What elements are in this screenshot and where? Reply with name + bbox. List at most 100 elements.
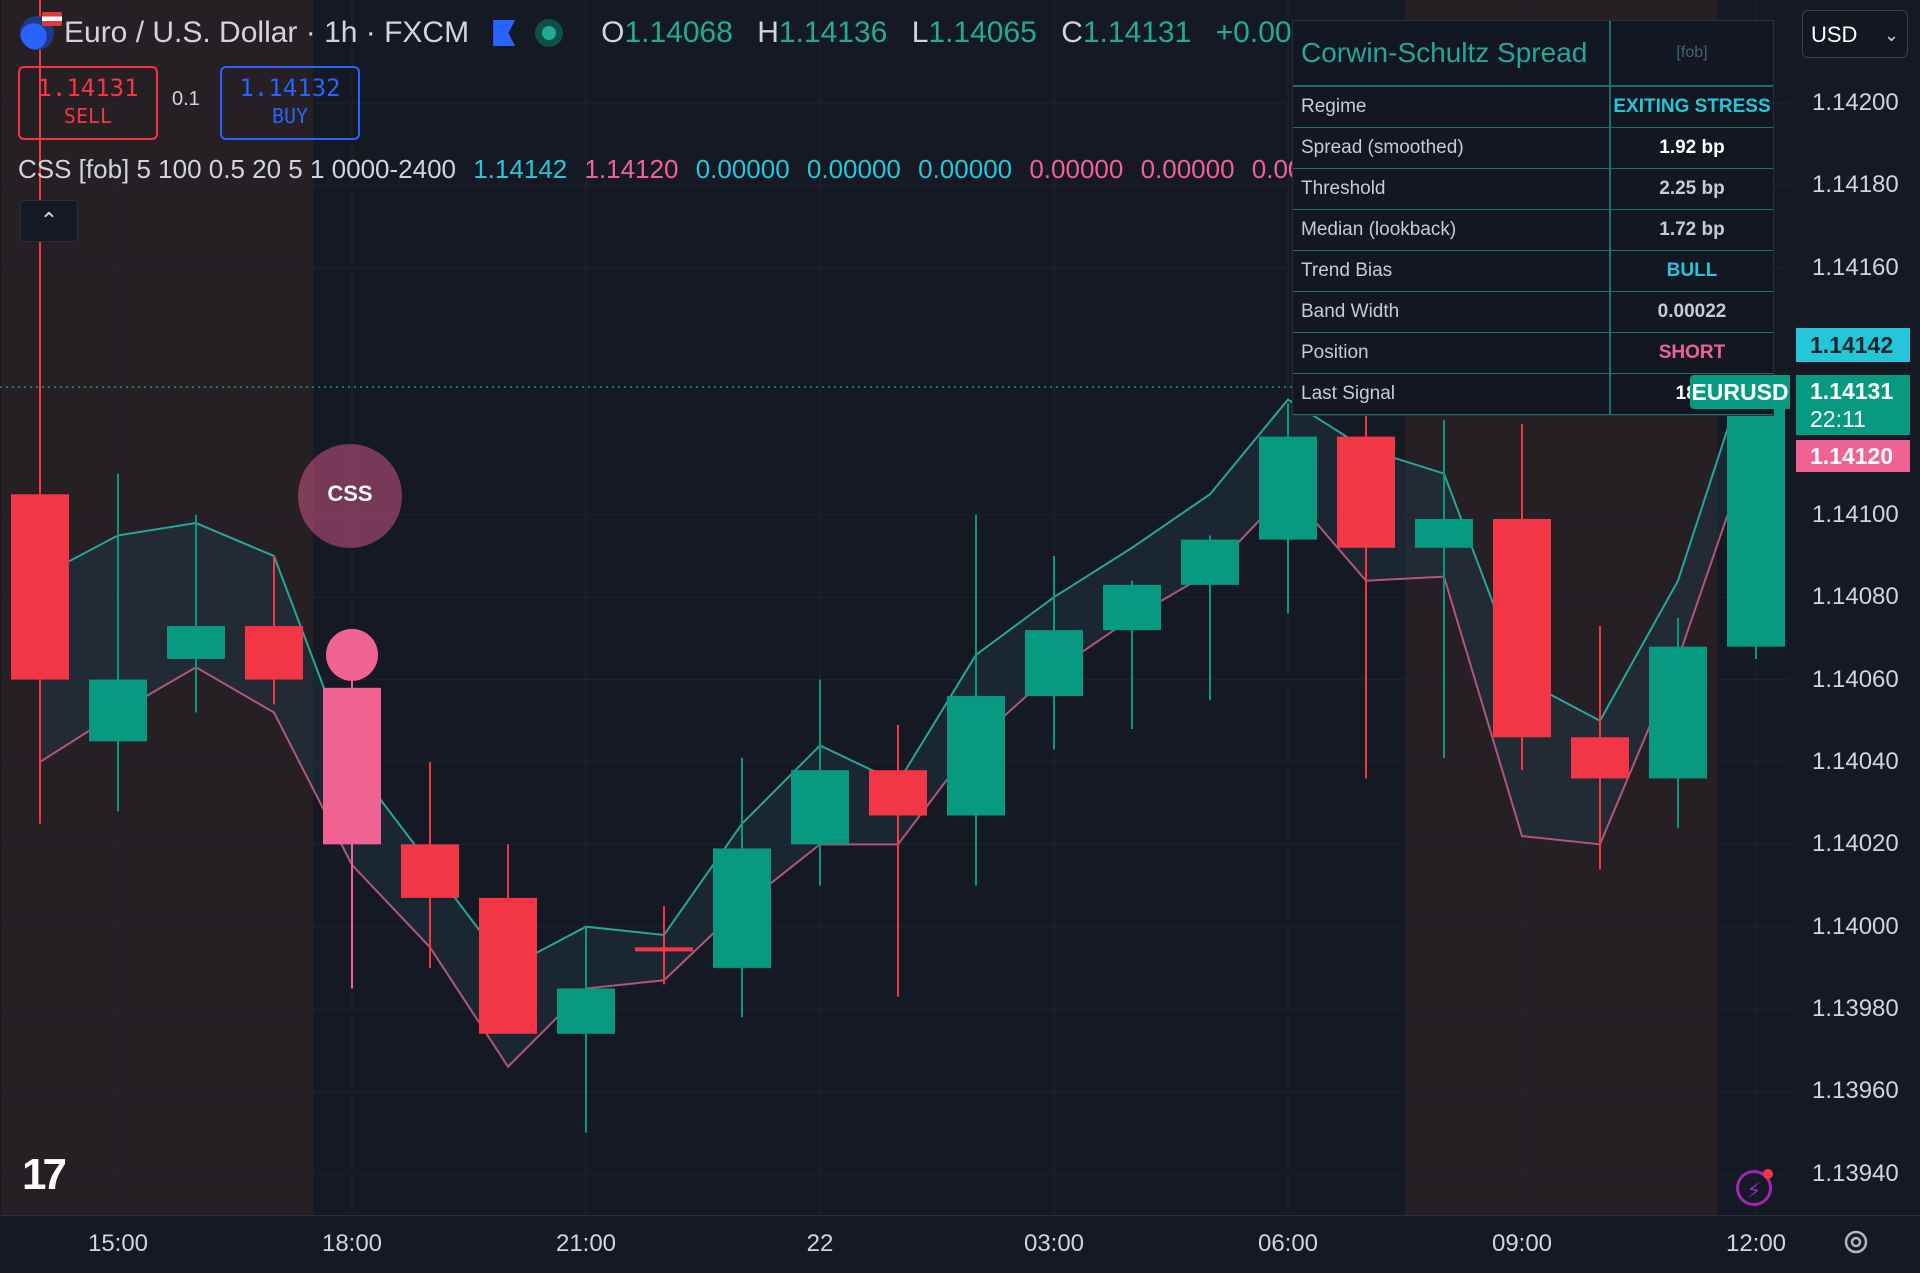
close-label: C xyxy=(1061,16,1083,49)
bookmark-flag-icon[interactable] xyxy=(493,20,516,46)
panel-row-label: Median (lookback) xyxy=(1293,210,1611,250)
currency-select[interactable]: USD ⌄ xyxy=(1802,10,1908,58)
currency-value: USD xyxy=(1811,22,1858,47)
time-axis-tick: 09:00 xyxy=(1491,1230,1553,1257)
tradingview-logo[interactable]: 17 xyxy=(22,1150,67,1199)
close-value: 1.14131 xyxy=(1082,16,1192,49)
time-axis-tick: 21:00 xyxy=(555,1230,617,1257)
lower-band-price-label: 1.14120 xyxy=(1796,440,1910,472)
panel-row: Threshold 2.25 bp xyxy=(1293,169,1773,210)
collapse-legend-button[interactable]: ⌃ xyxy=(20,200,78,242)
candle-body xyxy=(401,844,459,898)
panel-row: Trend Bias BULL xyxy=(1293,251,1773,292)
candle-body xyxy=(1025,630,1083,697)
open-value: 1.14068 xyxy=(624,16,733,49)
lightning-icon[interactable]: ⚡ xyxy=(1736,1169,1773,1206)
lot-size[interactable]: 0.1 xyxy=(172,88,200,110)
symbol-price-tag: EURUSD xyxy=(1690,375,1790,409)
price-axis-tick: 1.13940 xyxy=(1812,1159,1899,1187)
price-axis-tick: 1.14180 xyxy=(1812,171,1899,199)
candle-body xyxy=(1493,518,1551,738)
time-axis-tick: 15:00 xyxy=(87,1230,149,1257)
panel-row: Regime EXITING STRESS xyxy=(1293,87,1773,128)
price-axis-tick: 1.14060 xyxy=(1812,665,1899,693)
price-axis-tick: 1.13960 xyxy=(1812,1077,1899,1105)
price-axis-tick: 1.14200 xyxy=(1812,88,1899,116)
panel-tag: [fob] xyxy=(1676,44,1708,61)
panel-row-label: Trend Bias xyxy=(1293,251,1611,291)
indicator-legend[interactable]: CSS [fob] 5 100 0.5 20 5 1 0000-2400 1.1… xyxy=(18,154,1356,185)
panel-row: Position SHORT xyxy=(1293,333,1773,374)
sell-price: 1.14131 xyxy=(37,74,139,102)
symbol-header: Euro / U.S. Dollar · 1h · FXCM O1.14068 … xyxy=(0,0,1473,66)
time-axis[interactable]: 15:00 18:00 21:00 22 03:00 06:00 09:00 12:00 xyxy=(0,1215,1920,1273)
candle-body xyxy=(635,947,693,952)
candle-body xyxy=(947,696,1005,816)
buy-label: BUY xyxy=(271,104,309,128)
panel-row-value: 0.00022 xyxy=(1657,301,1727,322)
candle-body xyxy=(1649,646,1707,779)
indicator-value-3: 0.00000 xyxy=(695,154,790,184)
candle-body xyxy=(1259,436,1317,540)
band-fill xyxy=(40,341,1756,1067)
panel-header: Corwin-Schultz Spread [fob] xyxy=(1293,21,1773,87)
spread-info-panel: Corwin-Schultz Spread [fob] Regime EXITIN… xyxy=(1292,20,1774,416)
indicator-value-7: 0.00000 xyxy=(1140,154,1235,184)
candle-body xyxy=(1571,737,1629,779)
sell-button[interactable]: 1.14131 SELL xyxy=(18,66,158,140)
panel-row-value: 2.25 bp xyxy=(1659,178,1725,199)
signal-marker xyxy=(326,628,378,681)
panel-row-label: Threshold xyxy=(1293,169,1611,209)
candle-body xyxy=(245,626,303,680)
high-value: 1.14136 xyxy=(778,16,888,49)
candle-body xyxy=(1337,436,1395,548)
high-label: H xyxy=(757,16,779,49)
price-axis-tick: 1.14020 xyxy=(1812,830,1899,858)
candle-body xyxy=(1181,539,1239,585)
indicator-value-5: 0.00000 xyxy=(918,154,1013,184)
settings-gear-icon[interactable] xyxy=(1842,1228,1870,1256)
time-axis-tick: 12:00 xyxy=(1725,1230,1787,1257)
panel-title: Corwin-Schultz Spread xyxy=(1293,21,1611,85)
candle-body xyxy=(167,626,225,659)
panel-row: Median (lookback) 1.72 bp xyxy=(1293,210,1773,251)
price-axis[interactable]: 1.14200 1.14180 1.14160 1.14100 1.14080 1.140… xyxy=(1790,0,1920,1215)
indicator-name[interactable]: CSS [fob] 5 100 0.5 20 5 1 0000-2400 xyxy=(18,154,457,184)
open-label: O xyxy=(601,16,625,49)
price-axis-tick: 1.14160 xyxy=(1812,253,1899,281)
eurusd-flag-icon xyxy=(20,12,62,50)
candle-body xyxy=(713,848,771,968)
indicator-value-6: 0.00000 xyxy=(1029,154,1124,184)
price-axis-tick: 1.14080 xyxy=(1812,583,1899,611)
indicator-value-1: 1.14142 xyxy=(473,154,568,184)
candle-body xyxy=(11,494,69,680)
candle-body xyxy=(323,687,381,845)
last-price-label: 1.14131 22:11 xyxy=(1796,375,1910,435)
indicator-value-4: 0.00000 xyxy=(806,154,901,184)
buy-price: 1.14132 xyxy=(239,74,341,102)
bar-countdown: 22:11 xyxy=(1810,406,1866,432)
upper-band-price-label: 1.14142 xyxy=(1796,328,1910,362)
panel-row-label: Last Signal xyxy=(1293,374,1611,414)
last-price-value: 1.14131 xyxy=(1810,378,1894,404)
panel-row-value: EXITING STRESS xyxy=(1613,96,1771,117)
panel-row-value: 1.72 bp xyxy=(1659,219,1725,240)
price-axis-tick: 1.14040 xyxy=(1812,747,1899,775)
low-value: 1.14065 xyxy=(928,16,1037,49)
css-signal-bubble: CSS xyxy=(298,444,402,548)
panel-row-value: SHORT xyxy=(1658,342,1726,363)
panel-row-label: Position xyxy=(1293,333,1611,373)
candle-body xyxy=(1727,387,1785,647)
market-open-icon xyxy=(535,19,564,47)
time-axis-tick: 06:00 xyxy=(1257,1230,1319,1257)
chevron-down-icon: ⌄ xyxy=(1883,25,1899,45)
buy-button[interactable]: 1.14132 BUY xyxy=(220,66,360,140)
candle-body xyxy=(1103,584,1161,631)
candle-body xyxy=(557,988,615,1034)
panel-row-value: 1.92 bp xyxy=(1659,137,1725,158)
price-axis-tick: 1.14000 xyxy=(1812,912,1899,940)
low-label: L xyxy=(911,16,929,49)
symbol-title[interactable]: Euro / U.S. Dollar · 1h · FXCM xyxy=(64,16,470,49)
panel-row-label: Band Width xyxy=(1293,292,1611,332)
price-axis-tick: 1.14100 xyxy=(1812,500,1899,528)
